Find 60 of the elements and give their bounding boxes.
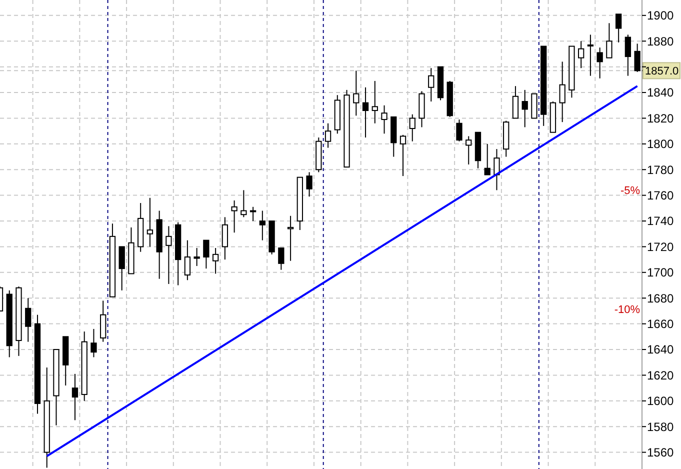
y-tick-label: 1640: [647, 342, 674, 357]
candlestick: [409, 114, 416, 142]
candlestick: [400, 134, 406, 177]
candlestick: [72, 373, 78, 421]
candlestick: [353, 70, 360, 116]
y-tick-label: 1760: [647, 188, 674, 203]
candlestick: [231, 200, 238, 234]
candlestick: [194, 247, 200, 266]
candlestick: [512, 86, 519, 119]
y-tick-label: 1840: [647, 86, 674, 100]
candlestick: [466, 136, 472, 165]
y-tick-label: 1800: [647, 137, 674, 152]
candlestick: [306, 172, 312, 198]
candlestick: [240, 190, 247, 218]
y-tick-label: 1900: [647, 8, 674, 23]
candlestick: [578, 40, 584, 69]
candlestick: [184, 240, 191, 281]
candlestick: [362, 86, 369, 138]
y-tick-label: 1740: [647, 214, 674, 228]
candlestick: [381, 104, 388, 134]
candlestick: [212, 247, 219, 274]
candlestick: [606, 22, 612, 58]
annotation: -10%: [614, 304, 640, 316]
candlestick: [615, 14, 622, 43]
candlestick: [259, 210, 266, 241]
y-tick-label: 1720: [647, 240, 674, 254]
candlestick: [203, 240, 210, 270]
candlestick: [287, 215, 294, 262]
candlestick: [250, 206, 256, 222]
candlestick: [118, 246, 125, 291]
y-tick-label: 1780: [647, 162, 674, 177]
candlestick: [324, 122, 332, 148]
y-tick-label: 1620: [647, 368, 674, 382]
candlestick: [372, 80, 378, 124]
candlestick: [522, 89, 528, 128]
y-tick-label: 1580: [647, 420, 674, 434]
candlestick: [559, 61, 566, 123]
y-tick-label: 1880: [647, 34, 674, 48]
y-tick-label: 1680: [647, 291, 674, 306]
y-tick-label: 1560: [647, 445, 674, 460]
candlestick: [456, 119, 462, 142]
candlestick: [587, 34, 594, 76]
candlestick: [624, 34, 632, 76]
candlestick: [222, 216, 228, 260]
candlestick: [100, 300, 106, 342]
candlestick: [278, 247, 284, 270]
candlestick: [428, 68, 434, 102]
candlestick: [494, 148, 500, 191]
candlestick: [166, 226, 172, 284]
y-tick-label: 1820: [647, 111, 674, 126]
y-tick-label: 1857.0: [645, 66, 679, 78]
y-tick-label: 1600: [647, 394, 674, 408]
annotation: -5%: [620, 184, 640, 197]
y-tick-label: 1700: [647, 266, 674, 280]
candlestick: [596, 47, 603, 79]
candlestick: [146, 197, 154, 248]
candlestick: [90, 328, 97, 358]
candlestick: [25, 298, 32, 342]
candlestick: [484, 143, 490, 176]
y-tick-label: 1660: [647, 317, 674, 332]
